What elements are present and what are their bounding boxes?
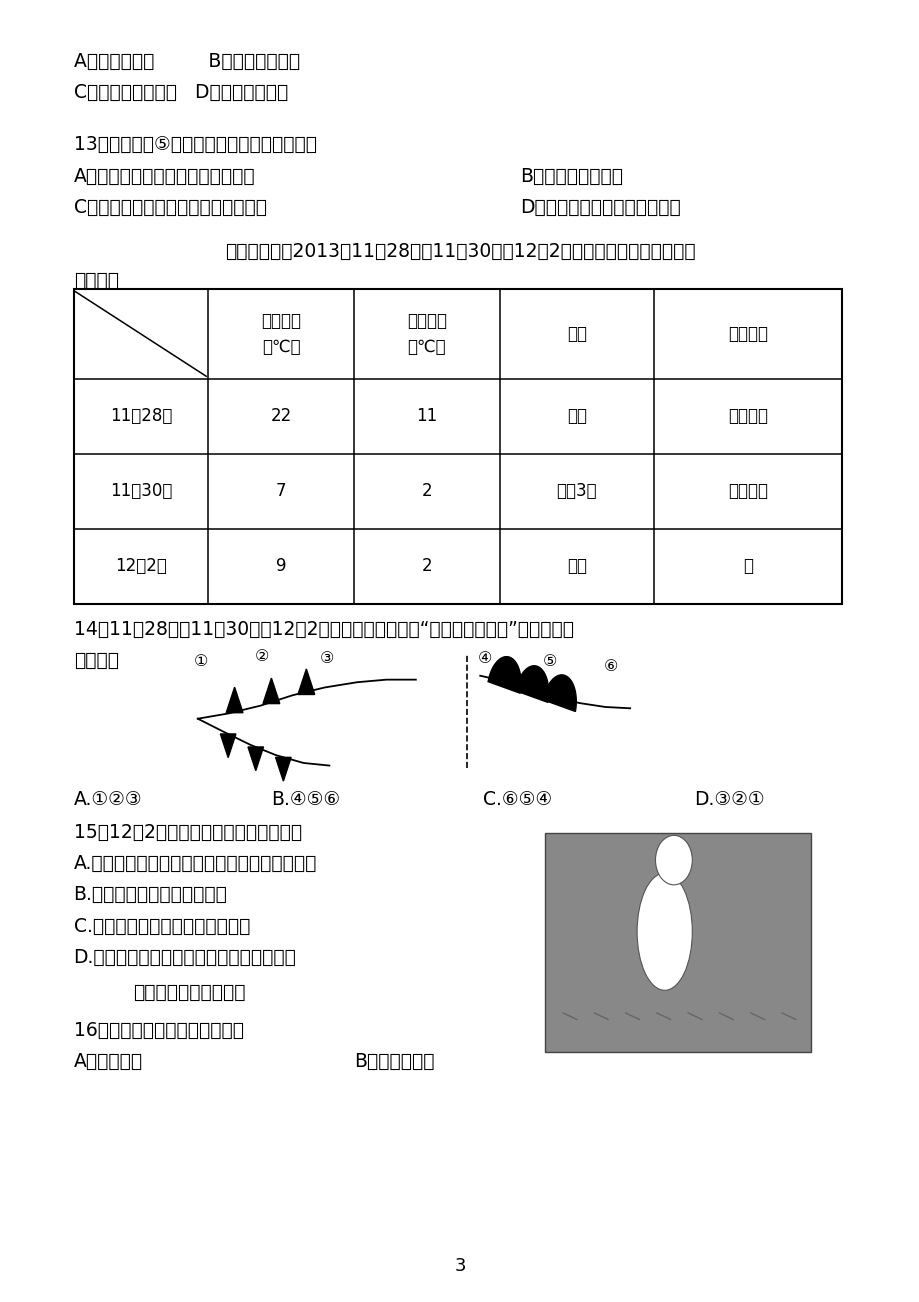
Text: 微风: 微风 [566, 408, 586, 426]
Text: D.由于受暖气团控制，气温较昨日有所升高: D.由于受暖气团控制，气温较昨日有所升高 [74, 948, 296, 967]
Ellipse shape [636, 874, 691, 991]
Polygon shape [543, 674, 575, 711]
Text: ③: ③ [319, 651, 334, 667]
Polygon shape [248, 747, 263, 771]
Polygon shape [516, 665, 548, 702]
Polygon shape [298, 669, 314, 694]
Text: 最高气温: 最高气温 [261, 312, 301, 329]
Text: 下表为杭州市2013年11月28日、11月30日和12月2日天气信息表。据此完成下: 下表为杭州市2013年11月28日、11月30日和12月2日天气信息表。据此完成… [224, 242, 695, 262]
Text: A.①②③: A.①②③ [74, 790, 142, 810]
Text: B.④⑤⑥: B.④⑤⑥ [271, 790, 340, 810]
Text: A.清晨，室外的乒乓球台上结了薄薄的一层白霜: A.清晨，室外的乒乓球台上结了薄薄的一层白霜 [74, 854, 317, 874]
Text: D.③②①: D.③②① [694, 790, 765, 810]
Text: 14．11月28日、11月30日、12月2日天气分别大致对应“天气系统示意图”（下图）中: 14．11月28日、11月30日、12月2日天气分别大致对应“天气系统示意图”（… [74, 620, 573, 639]
Text: 2: 2 [421, 557, 432, 575]
Text: 秋高气爽: 秋高气爽 [727, 408, 766, 426]
Polygon shape [276, 758, 290, 781]
Text: 11月28日: 11月28日 [109, 408, 172, 426]
Text: 13．当气压带⑤被切断时，下列说法正确的是: 13．当气压带⑤被切断时，下列说法正确的是 [74, 135, 316, 155]
Text: （℃）: （℃） [407, 339, 446, 355]
Text: 读图，完成下列各题。: 读图，完成下列各题。 [133, 983, 245, 1003]
Text: 列问题。: 列问题。 [74, 271, 119, 290]
Text: 天气状况: 天气状况 [727, 326, 766, 342]
Text: A．地中海气候         B．热带草原气候: A．地中海气候 B．热带草原气候 [74, 52, 300, 72]
Text: ⑤: ⑤ [542, 654, 557, 669]
Text: 北风3级: 北风3级 [556, 482, 596, 500]
Text: 22: 22 [270, 408, 291, 426]
Text: B．南亚盛行东北风: B．南亚盛行东北风 [519, 167, 622, 186]
Text: 11: 11 [416, 408, 437, 426]
Text: 晴: 晴 [742, 557, 752, 575]
Text: ①: ① [193, 654, 208, 669]
Text: （℃）: （℃） [261, 339, 300, 355]
Text: A．正值北华夏季，北京盛行东南风: A．正值北华夏季，北京盛行东南风 [74, 167, 255, 186]
Text: 最低气温: 最低气温 [406, 312, 447, 329]
Text: 微风: 微风 [566, 557, 586, 575]
Text: ⑥: ⑥ [603, 659, 618, 674]
Text: C.天气晴朗，阳光明媚，气压降低: C.天气晴朗，阳光明媚，气压降低 [74, 917, 250, 936]
Text: D．我国东南沿海常受台风影响: D．我国东南沿海常受台风影响 [519, 198, 680, 217]
Text: 的序号是: 的序号是 [74, 651, 119, 671]
Text: C．亚热带季风气候   D．热带沙漠气候: C．亚热带季风气候 D．热带沙漠气候 [74, 83, 288, 103]
Text: A．全球变暖: A．全球变暖 [74, 1052, 142, 1072]
Text: 2: 2 [421, 482, 432, 500]
Polygon shape [488, 656, 520, 693]
Text: 12月2日: 12月2日 [115, 557, 166, 575]
Text: 小到中雨: 小到中雨 [727, 482, 766, 500]
Text: ②: ② [255, 648, 269, 664]
Text: 9: 9 [276, 557, 286, 575]
Text: 7: 7 [276, 482, 286, 500]
Bar [74, 289, 841, 604]
Ellipse shape [654, 836, 691, 885]
Polygon shape [226, 687, 243, 712]
Text: 3: 3 [454, 1256, 465, 1275]
Text: B.中午，迷雾重重，仍未散尽: B.中午，迷雾重重，仍未散尽 [74, 885, 227, 905]
Text: 16．图中反映的主要环境问题是: 16．图中反映的主要环境问题是 [74, 1021, 244, 1040]
Text: B．臭氧层空洞: B．臭氧层空洞 [354, 1052, 435, 1072]
Text: 11月30日: 11月30日 [109, 482, 172, 500]
Text: 15．12月2日，可能出现的现象正确的是: 15．12月2日，可能出现的现象正确的是 [74, 823, 301, 842]
Polygon shape [221, 734, 235, 758]
Text: C.⑥⑤④: C.⑥⑤④ [482, 790, 551, 810]
Polygon shape [263, 678, 279, 703]
Text: 风力: 风力 [566, 326, 586, 342]
Text: ④: ④ [477, 651, 492, 667]
Bar [544, 833, 811, 1052]
Text: C．北印度洋的季风洋流呈顺时针流动: C．北印度洋的季风洋流呈顺时针流动 [74, 198, 267, 217]
